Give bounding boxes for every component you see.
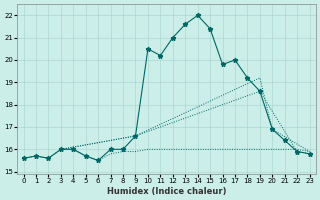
- X-axis label: Humidex (Indice chaleur): Humidex (Indice chaleur): [107, 187, 226, 196]
